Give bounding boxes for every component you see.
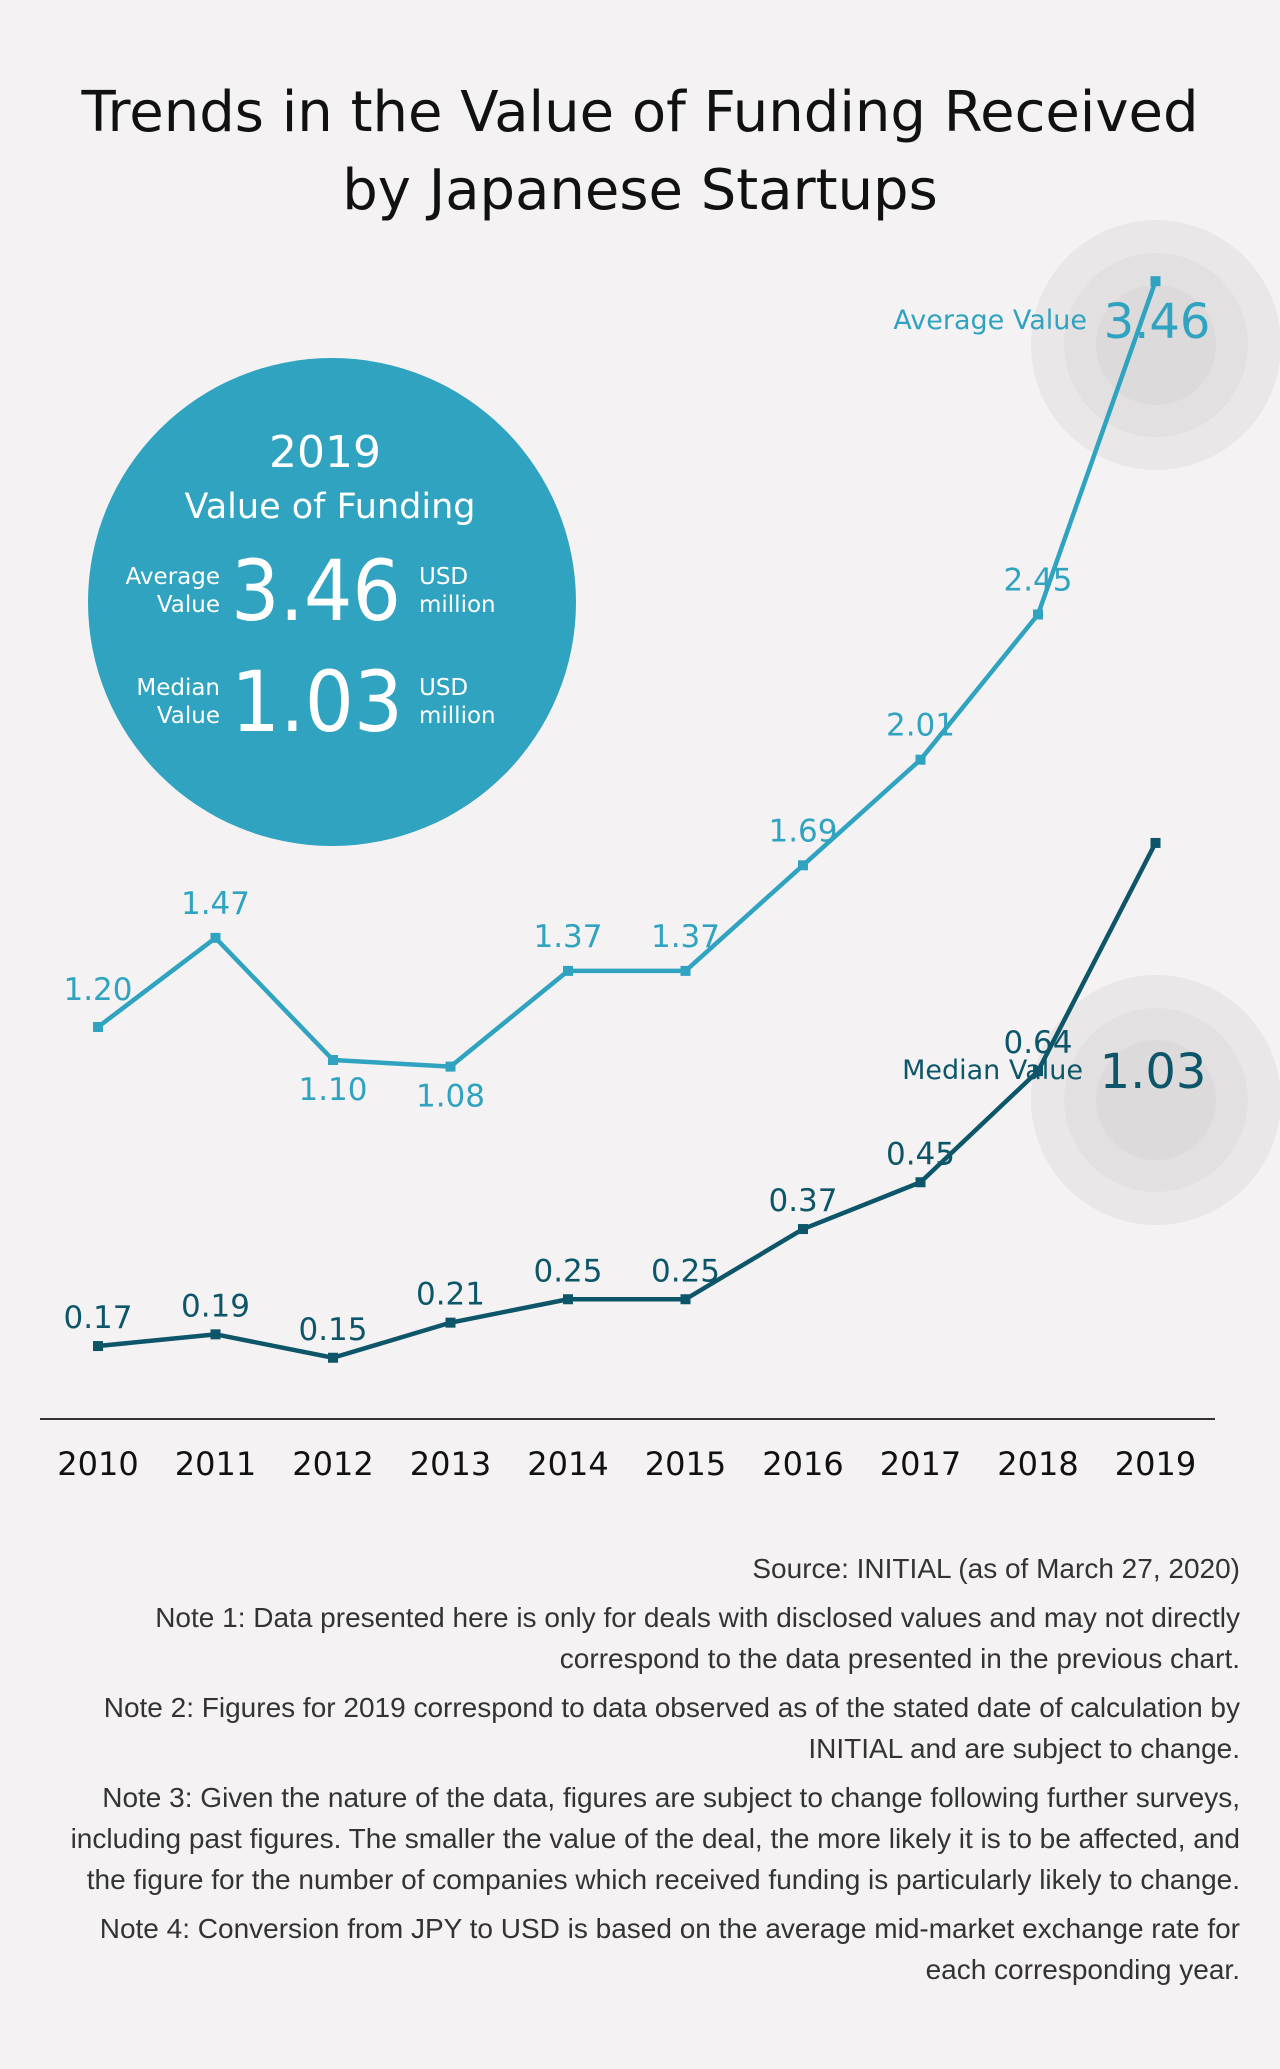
x-tick-label-2012: 2012 — [292, 1445, 373, 1483]
x-tick-label-2019: 2019 — [1115, 1445, 1196, 1483]
median-data-label-2018: 0.64 — [1003, 1025, 1072, 1061]
average-point-2015 — [680, 965, 691, 976]
summary-average-label-2: Value — [157, 592, 220, 618]
average-data-label-2019: 3.46 — [1104, 294, 1211, 350]
average-point-2010 — [93, 1022, 103, 1032]
title-line-1: Trends in the Value of Funding Received — [81, 80, 1199, 145]
median-point-2012 — [328, 1352, 338, 1363]
summary-median-label-2: Value — [157, 703, 220, 729]
halo-average — [1031, 220, 1280, 470]
summary-median-unit-2: million — [419, 703, 496, 729]
median-data-label-2014: 0.25 — [533, 1253, 602, 1289]
summary-average-label-1: Average — [126, 564, 220, 590]
median-data-label-2017: 0.45 — [886, 1136, 955, 1172]
average-data-label-2017: 2.01 — [886, 708, 955, 744]
average-data-label-2018: 2.45 — [1003, 563, 1072, 599]
median-series-line — [97, 841, 1158, 1360]
x-tick-label-2016: 2016 — [762, 1445, 843, 1483]
x-tick-label-2013: 2013 — [410, 1445, 491, 1483]
median-data-label-2019: 1.03 — [1100, 1044, 1207, 1100]
notes-section: Source: INITIAL (as of March 27, 2020) N… — [40, 1548, 1240, 1998]
summary-median-value: 1.03 — [231, 653, 403, 751]
line-chart: 2019 Value of Funding Average Value 3.46… — [40, 220, 1280, 1483]
average-data-label-2011: 1.47 — [181, 886, 250, 922]
x-tick-label-2017: 2017 — [880, 1445, 961, 1483]
average-point-2017 — [915, 754, 926, 765]
average-data-label-2010: 1.20 — [63, 972, 132, 1008]
average-point-2013 — [445, 1061, 456, 1072]
summary-average-unit-2: million — [419, 592, 496, 618]
average-point-2018 — [1033, 609, 1043, 620]
median-data-label-2015: 0.25 — [651, 1253, 720, 1289]
median-point-2018 — [1033, 1066, 1043, 1077]
summary-average-value: 3.46 — [231, 542, 401, 640]
average-point-2019 — [1150, 276, 1161, 287]
average-data-label-2014: 1.37 — [533, 919, 602, 955]
average-data-label-2015: 1.37 — [651, 919, 720, 955]
summary-heading: Value of Funding — [184, 487, 475, 527]
average-point-2014 — [563, 965, 573, 976]
median-data-label-2011: 0.19 — [181, 1288, 250, 1324]
median-point-2019 — [1150, 837, 1161, 848]
median-point-2015 — [680, 1294, 691, 1305]
median-point-2016 — [798, 1224, 808, 1235]
note-2: Note 2: Figures for 2019 correspond to d… — [103, 1692, 1240, 1764]
halo-median — [1031, 975, 1280, 1225]
median-data-label-2013: 0.21 — [416, 1277, 485, 1313]
x-tick-label-2015: 2015 — [645, 1445, 726, 1483]
summary-year: 2019 — [269, 427, 381, 478]
median-series-end-label: Median Value — [902, 1055, 1083, 1086]
summary-median-unit-1: USD — [419, 675, 468, 701]
source-note: Source: INITIAL (as of March 27, 2020) — [752, 1553, 1240, 1584]
x-tick-label-2011: 2011 — [175, 1445, 256, 1483]
median-data-label-2010: 0.17 — [63, 1300, 132, 1336]
median-point-2010 — [93, 1341, 103, 1352]
median-point-2013 — [445, 1317, 456, 1328]
average-point-2012 — [328, 1055, 338, 1065]
note-4: Note 4: Conversion from JPY to USD is ba… — [99, 1913, 1240, 1985]
median-point-2011 — [210, 1329, 221, 1340]
average-data-label-2012: 1.10 — [298, 1072, 367, 1108]
median-point-2014 — [563, 1294, 573, 1305]
average-point-2011 — [210, 932, 221, 943]
median-data-label-2012: 0.15 — [298, 1312, 367, 1348]
average-data-label-2016: 1.69 — [768, 813, 837, 849]
title-line-2: by Japanese Startups — [342, 158, 938, 223]
summary-average-unit-1: USD — [419, 564, 468, 590]
chart-title: Trends in the Value of Funding Received … — [0, 74, 1280, 230]
summary-median-label-1: Median — [136, 675, 220, 701]
average-data-label-2013: 1.08 — [416, 1079, 485, 1115]
summary-circle: 2019 Value of Funding Average Value 3.46… — [88, 358, 576, 846]
x-tick-label-2014: 2014 — [527, 1445, 608, 1483]
median-data-label-2016: 0.37 — [768, 1183, 837, 1219]
average-point-2016 — [798, 860, 808, 871]
series-layer: 1.20 1.47 1.10 1.08 1.37 1.37 1.69 2.01 2.45 3.46… — [63, 276, 1210, 1363]
summary-circle-bg — [88, 358, 576, 846]
median-point-2017 — [915, 1177, 926, 1188]
average-series-end-label: Average Value — [893, 305, 1087, 336]
x-tick-label-2018: 2018 — [997, 1445, 1078, 1483]
note-1: Note 1: Data presented here is only for … — [155, 1602, 1240, 1674]
x-tick-label-2010: 2010 — [57, 1445, 138, 1483]
average-series-line — [96, 280, 1158, 1069]
x-axis-ticks: 2010 2011 2012 2013 2014 2015 2016 2017 2018 2019 — [57, 1445, 1196, 1483]
note-3: Note 3: Given the nature of the data, fi… — [70, 1782, 1240, 1895]
